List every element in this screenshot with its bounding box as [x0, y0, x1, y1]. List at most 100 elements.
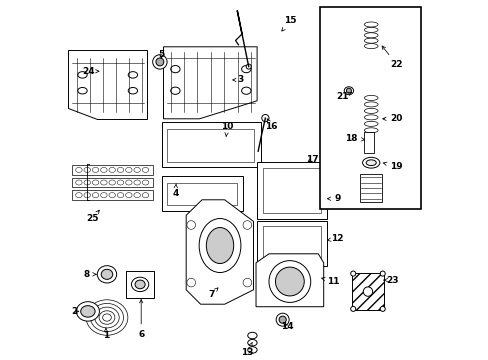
- Ellipse shape: [142, 180, 148, 185]
- Ellipse shape: [76, 193, 82, 198]
- Ellipse shape: [134, 167, 140, 172]
- Bar: [125, 271, 154, 298]
- Ellipse shape: [364, 108, 377, 113]
- Ellipse shape: [117, 180, 123, 185]
- Text: 13: 13: [241, 342, 253, 356]
- Ellipse shape: [99, 311, 115, 324]
- Ellipse shape: [350, 306, 355, 311]
- Ellipse shape: [156, 58, 163, 66]
- Ellipse shape: [170, 66, 180, 73]
- Ellipse shape: [109, 167, 115, 172]
- Ellipse shape: [128, 72, 137, 78]
- Text: 3: 3: [232, 76, 243, 85]
- Ellipse shape: [364, 121, 377, 126]
- Ellipse shape: [142, 167, 148, 172]
- Text: 6: 6: [138, 300, 144, 338]
- Text: 10: 10: [221, 122, 233, 137]
- Bar: [262, 226, 320, 260]
- Ellipse shape: [364, 38, 377, 43]
- Text: 20: 20: [382, 114, 402, 123]
- Ellipse shape: [364, 44, 377, 49]
- Ellipse shape: [101, 167, 107, 172]
- Ellipse shape: [344, 87, 353, 95]
- Bar: [167, 183, 236, 205]
- Text: 17: 17: [305, 155, 318, 163]
- Ellipse shape: [134, 180, 140, 185]
- Ellipse shape: [76, 167, 82, 172]
- Ellipse shape: [261, 114, 268, 122]
- Ellipse shape: [90, 303, 123, 332]
- Ellipse shape: [268, 261, 310, 302]
- Text: 2: 2: [71, 307, 79, 316]
- Bar: [262, 168, 320, 213]
- Ellipse shape: [117, 193, 123, 198]
- Ellipse shape: [186, 221, 195, 229]
- Ellipse shape: [134, 193, 140, 198]
- Text: 7: 7: [208, 288, 218, 299]
- Ellipse shape: [276, 313, 288, 326]
- Bar: [162, 176, 242, 211]
- Ellipse shape: [243, 221, 251, 229]
- Ellipse shape: [247, 339, 257, 346]
- Ellipse shape: [128, 87, 137, 94]
- Ellipse shape: [125, 180, 132, 185]
- Ellipse shape: [186, 278, 195, 287]
- Ellipse shape: [170, 87, 180, 94]
- Text: 4: 4: [172, 184, 178, 198]
- Ellipse shape: [241, 87, 250, 94]
- Ellipse shape: [142, 193, 148, 198]
- Ellipse shape: [275, 267, 304, 296]
- Ellipse shape: [117, 167, 123, 172]
- Ellipse shape: [364, 95, 377, 100]
- Text: 11: 11: [321, 277, 339, 286]
- Polygon shape: [163, 47, 257, 119]
- Ellipse shape: [84, 193, 90, 198]
- Ellipse shape: [380, 271, 385, 276]
- Ellipse shape: [247, 332, 257, 339]
- Ellipse shape: [109, 193, 115, 198]
- Text: 18: 18: [345, 134, 364, 143]
- Ellipse shape: [92, 193, 99, 198]
- Ellipse shape: [245, 64, 251, 69]
- Ellipse shape: [102, 314, 111, 321]
- Polygon shape: [256, 254, 323, 307]
- Ellipse shape: [364, 33, 377, 38]
- Text: 15: 15: [281, 17, 296, 31]
- Ellipse shape: [92, 167, 99, 172]
- Bar: [167, 129, 254, 162]
- Ellipse shape: [101, 193, 107, 198]
- Ellipse shape: [131, 277, 148, 292]
- Ellipse shape: [350, 271, 355, 276]
- Ellipse shape: [84, 167, 90, 172]
- Ellipse shape: [241, 66, 250, 73]
- Ellipse shape: [380, 306, 385, 311]
- Ellipse shape: [364, 27, 377, 32]
- Ellipse shape: [125, 193, 132, 198]
- Text: 19: 19: [383, 162, 402, 171]
- Ellipse shape: [279, 316, 285, 323]
- Ellipse shape: [247, 347, 257, 353]
- Text: 16: 16: [264, 119, 277, 131]
- Ellipse shape: [364, 115, 377, 120]
- Ellipse shape: [92, 180, 99, 185]
- Bar: [351, 273, 384, 310]
- Ellipse shape: [363, 287, 372, 296]
- Bar: [72, 165, 152, 175]
- Ellipse shape: [95, 307, 119, 328]
- Ellipse shape: [101, 269, 113, 279]
- Ellipse shape: [78, 72, 87, 78]
- Polygon shape: [186, 200, 253, 304]
- Text: 24: 24: [82, 67, 99, 76]
- Bar: [257, 221, 326, 266]
- Ellipse shape: [97, 266, 117, 283]
- Bar: [320, 7, 420, 209]
- Ellipse shape: [125, 167, 132, 172]
- Ellipse shape: [364, 22, 377, 27]
- Ellipse shape: [76, 180, 82, 185]
- Ellipse shape: [84, 180, 90, 185]
- Bar: [72, 190, 152, 200]
- Bar: [364, 132, 374, 153]
- Bar: [72, 178, 152, 187]
- Text: 25: 25: [86, 210, 99, 223]
- Bar: [360, 174, 381, 202]
